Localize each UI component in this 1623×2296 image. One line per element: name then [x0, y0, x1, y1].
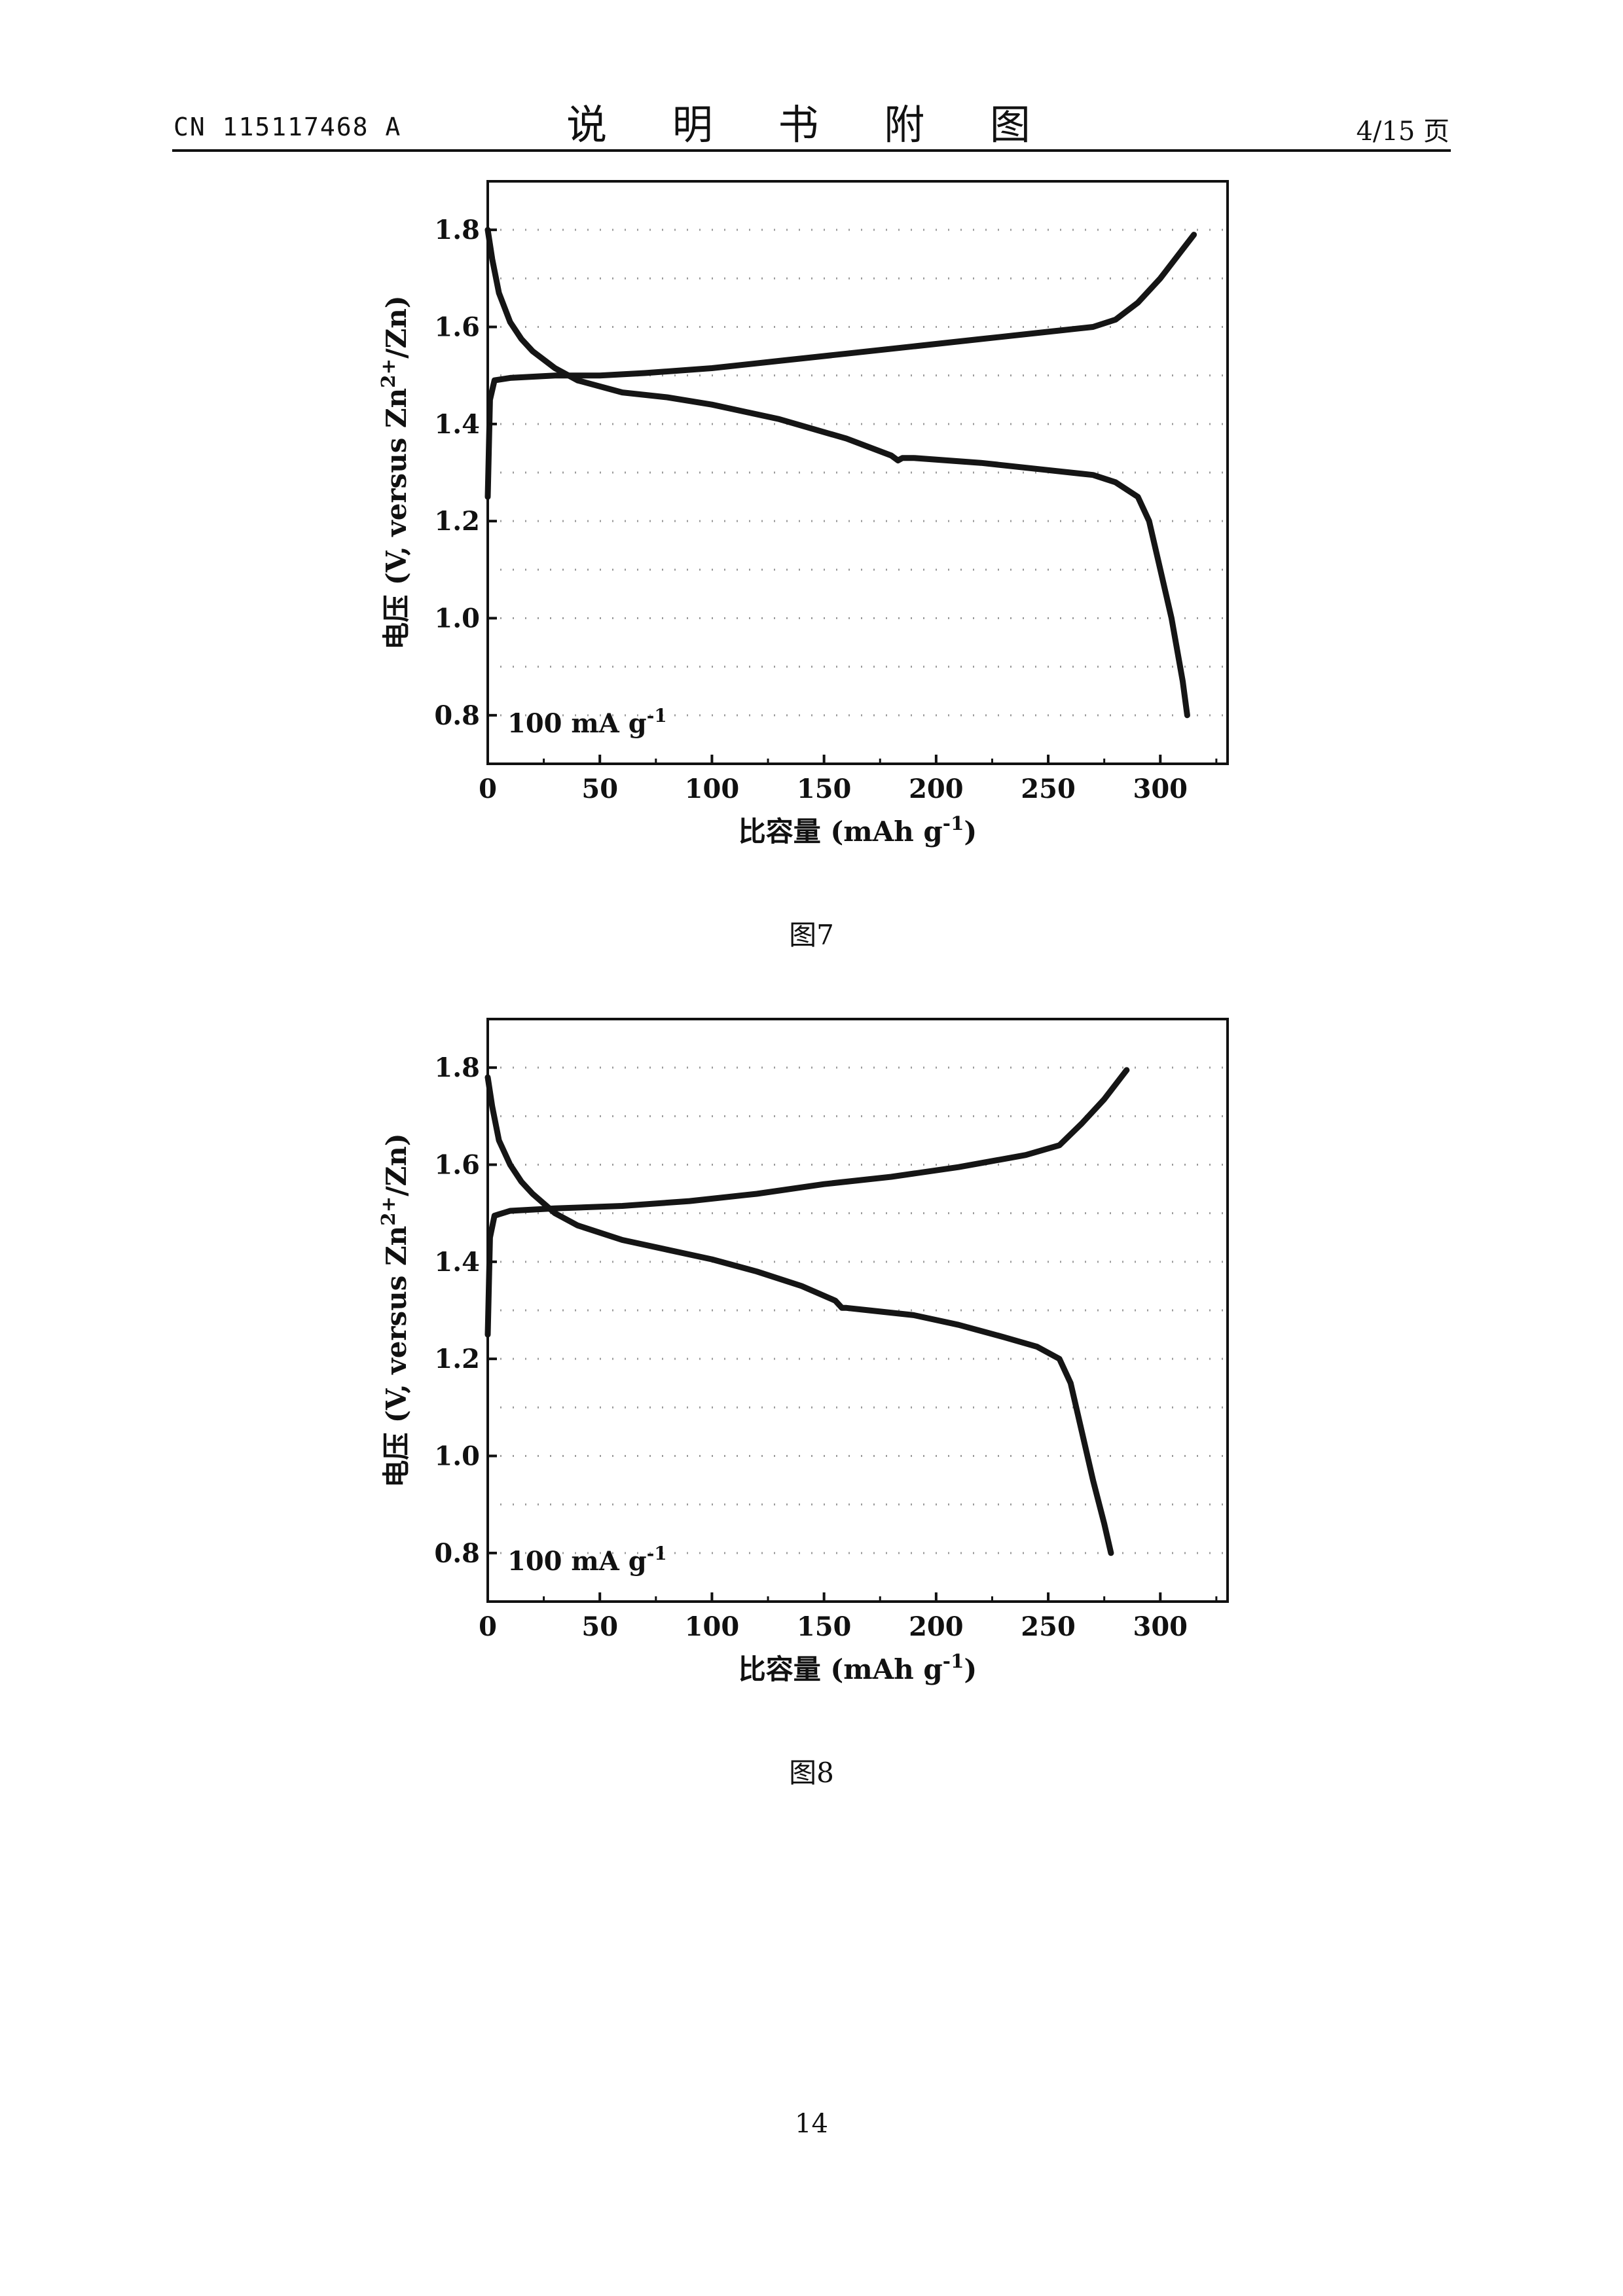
figure-8-chart: 0.8 1.0 1.2 1.4 1.6 1.8 0 50 100 150 200 250 300 比容量 … [367, 995, 1257, 1734]
y-axis-label: 电压 (V, versus Zn2+/Zn) [376, 1133, 413, 1487]
chart-svg: 0.8 1.0 1.2 1.4 1.6 1.8 0 50 100 150 200 250 300 比容量 … [376, 180, 1229, 848]
x-tick-label: 250 [1021, 774, 1076, 804]
x-tick-label: 150 [797, 1611, 852, 1642]
y-tick-label: 0.8 [434, 700, 480, 731]
current-density-annotation: 100 mA g-1 [507, 705, 667, 740]
figure-7-chart: 0.8 1.0 1.2 1.4 1.6 1.8 0 50 100 150 200 250 300 比容量 … [367, 157, 1257, 897]
x-tick-label: 150 [797, 774, 852, 804]
x-axis-label: 比容量 (mAh g-1) [739, 812, 977, 848]
y-tick-label: 0.8 [434, 1538, 480, 1569]
page-of-total: 4/15 页 [1356, 117, 1450, 147]
y-tick-label: 1.0 [434, 603, 480, 634]
y-tick-label: 1.8 [434, 215, 480, 245]
y-tick-label: 1.2 [434, 1344, 480, 1374]
y-tick-label: 1.0 [434, 1441, 480, 1472]
header-rule [172, 149, 1451, 152]
charge-curve [484, 1067, 1130, 1338]
figure-7-caption: 图7 [789, 919, 834, 951]
chart-svg: 0.8 1.0 1.2 1.4 1.6 1.8 0 50 100 150 200 250 300 比容量 … [376, 1018, 1229, 1686]
x-tick-label: 100 [685, 774, 740, 804]
plot-frame [486, 180, 1229, 765]
discharge-curve [484, 226, 1190, 719]
figure-8-caption: 图8 [789, 1757, 834, 1789]
y-tick-label: 1.4 [434, 1247, 480, 1278]
current-density-annotation: 100 mA g-1 [507, 1543, 667, 1577]
x-tick-label: 50 [581, 1611, 618, 1642]
section-title: 说 明 书 附 图 [566, 101, 1057, 149]
x-tick-label: 200 [909, 1611, 964, 1642]
patent-number: CN 115117468 A [173, 113, 402, 141]
y-tick-label: 1.2 [434, 506, 480, 537]
x-tick-label: 100 [685, 1611, 740, 1642]
plot-frame [486, 1018, 1229, 1603]
charge-curve [484, 232, 1197, 500]
page-number: 14 [795, 2109, 828, 2139]
x-tick-label: 300 [1133, 774, 1188, 804]
x-tick-label: 300 [1133, 1611, 1188, 1642]
x-tick-label: 50 [581, 774, 618, 804]
x-tick-label: 0 [479, 774, 497, 804]
x-tick-label: 200 [909, 774, 964, 804]
y-tick-label: 1.4 [434, 409, 480, 440]
y-tick-label: 1.6 [434, 1150, 480, 1181]
y-tick-label: 1.6 [434, 312, 480, 343]
x-tick-label: 0 [479, 1611, 497, 1642]
x-axis-label: 比容量 (mAh g-1) [739, 1649, 977, 1686]
x-tick-label: 250 [1021, 1611, 1076, 1642]
y-axis-label: 电压 (V, versus Zn2+/Zn) [376, 295, 413, 649]
discharge-curve [484, 1074, 1114, 1556]
y-tick-label: 1.8 [434, 1052, 480, 1083]
